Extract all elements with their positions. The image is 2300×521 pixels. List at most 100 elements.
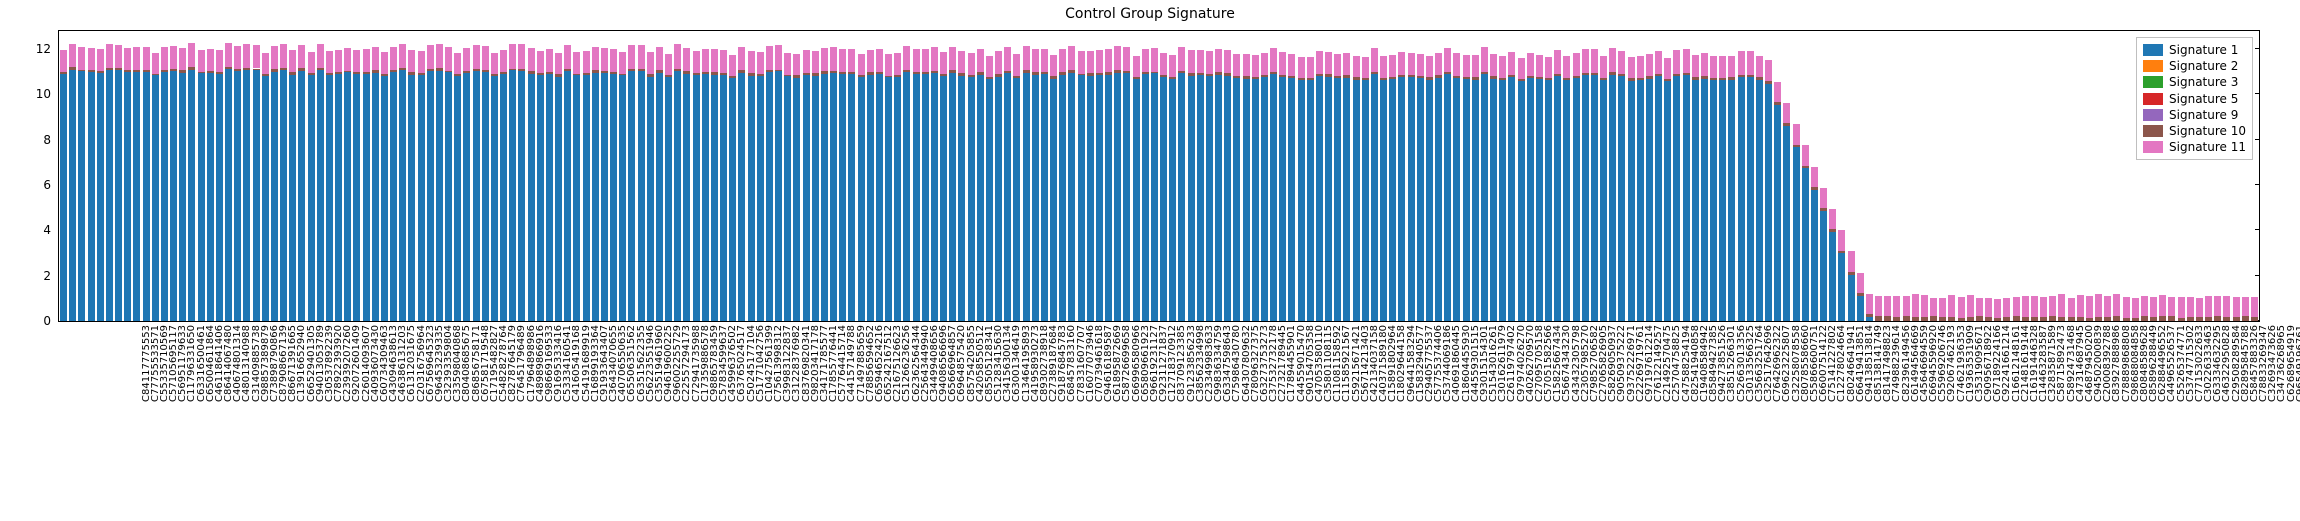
x-tick-label: C17894455901 bbox=[1286, 325, 1297, 402]
bar-segment bbox=[1728, 80, 1735, 321]
bar-segment bbox=[115, 70, 122, 321]
bar-segment bbox=[353, 50, 360, 72]
x-tick-label: C92241661214 bbox=[2001, 325, 2012, 402]
legend-item: Signature 1 bbox=[2143, 42, 2246, 58]
bar-segment bbox=[628, 45, 635, 69]
bar-segment bbox=[1151, 73, 1158, 321]
x-tick-label: C32517642696 bbox=[1763, 325, 1774, 402]
bar-segment bbox=[1417, 76, 1424, 78]
bar-segment bbox=[88, 48, 95, 71]
bar-segment bbox=[408, 72, 415, 75]
bar-segment bbox=[518, 44, 525, 68]
bar-segment bbox=[436, 68, 443, 71]
x-tick-label: C47053580110 bbox=[1314, 325, 1325, 402]
bar-segment bbox=[500, 50, 507, 72]
bar-segment bbox=[436, 44, 443, 68]
bar-segment bbox=[289, 72, 296, 75]
bar-segment bbox=[922, 49, 929, 72]
x-tick-label: C16077073946 bbox=[1085, 325, 1096, 402]
bar-segment bbox=[482, 70, 489, 72]
bar-segment bbox=[683, 71, 690, 74]
x-tick-label: C91933643407 bbox=[599, 325, 610, 402]
bar-segment bbox=[2132, 318, 2139, 321]
x-tick-label: C12718370912 bbox=[1167, 325, 1178, 402]
bar-segment bbox=[1628, 81, 1635, 321]
bar-segment bbox=[69, 70, 76, 321]
bar-segment bbox=[1838, 230, 1845, 250]
bar-segment bbox=[317, 68, 324, 70]
x-tick-label: C70739461618 bbox=[1094, 325, 1105, 402]
bar-segment bbox=[1948, 295, 1955, 317]
legend-label: Signature 3 bbox=[2169, 74, 2238, 90]
bar-segment bbox=[1646, 54, 1653, 76]
bar-segment bbox=[564, 45, 571, 69]
bar-segment bbox=[1820, 188, 1827, 208]
bar-segment bbox=[234, 46, 241, 69]
x-tick-label: C94619600225 bbox=[663, 325, 674, 402]
bar-segment bbox=[1353, 77, 1360, 80]
legend-label: Signature 10 bbox=[2169, 123, 2246, 139]
bar-segment bbox=[143, 47, 150, 70]
bar-segment bbox=[1719, 78, 1726, 80]
bar-segment bbox=[1967, 295, 1974, 317]
bar-segment bbox=[729, 78, 736, 321]
bar-segment bbox=[1499, 56, 1506, 78]
bar-segment bbox=[1628, 57, 1635, 78]
x-tick-label: C56223551946 bbox=[645, 325, 656, 402]
x-tick-label: C23939207260 bbox=[342, 325, 353, 402]
bar-segment bbox=[1032, 72, 1039, 75]
x-tick-label: C86671391665 bbox=[287, 325, 298, 402]
bar-segment bbox=[1408, 75, 1415, 77]
bar-segment bbox=[1765, 84, 1772, 321]
bar-segment bbox=[711, 75, 718, 321]
legend-swatch bbox=[2143, 109, 2163, 121]
x-tick-label: C40262709570 bbox=[1525, 325, 1536, 402]
bar-segment bbox=[1325, 77, 1332, 321]
x-tick-label: C76122149257 bbox=[1653, 325, 1664, 402]
bar-segment bbox=[903, 46, 910, 70]
bar-segment bbox=[720, 75, 727, 321]
bar-segment bbox=[968, 77, 975, 321]
legend-swatch bbox=[2143, 141, 2163, 153]
bar-segment bbox=[408, 75, 415, 321]
x-tick-label: C30537892239 bbox=[324, 325, 335, 402]
bar-segment bbox=[1728, 56, 1735, 78]
bar-segment bbox=[1591, 75, 1598, 321]
x-tick-label: C16612148161 bbox=[2011, 325, 2022, 402]
bar-segment bbox=[858, 54, 865, 75]
bar-segment bbox=[1096, 50, 1103, 73]
bar-segment bbox=[500, 72, 507, 74]
bar-segment bbox=[1738, 77, 1745, 321]
bar-segment bbox=[1783, 126, 1790, 321]
x-tick-label: C78922393920 bbox=[333, 325, 344, 402]
x-tick-label: C96549196761 bbox=[2295, 325, 2300, 402]
x-tick-label: C96441583294 bbox=[1406, 325, 1417, 402]
bar-segment bbox=[2068, 298, 2075, 317]
x-tick-label: C76426962322 bbox=[1772, 325, 1783, 402]
bar-segment bbox=[1710, 56, 1717, 78]
bar-segment bbox=[821, 71, 828, 73]
bar-segment bbox=[243, 44, 250, 68]
bar-segment bbox=[1389, 79, 1396, 321]
x-tick-label: C57051582566 bbox=[1543, 325, 1554, 402]
bar-segment bbox=[867, 50, 874, 73]
bar-segment bbox=[693, 73, 700, 75]
x-tick-label: C58457883326 bbox=[2249, 325, 2260, 402]
bar-segment bbox=[1389, 77, 1396, 79]
bar-segment bbox=[1426, 56, 1433, 77]
bar-segment bbox=[931, 47, 938, 71]
x-tick-label: C45996376502 bbox=[727, 325, 738, 402]
bar-segment bbox=[830, 47, 837, 71]
bar-segment bbox=[408, 50, 415, 72]
bar-segment bbox=[1563, 56, 1570, 78]
x-tick-label: C62362564344 bbox=[911, 325, 922, 402]
bar-segment bbox=[124, 48, 131, 71]
bar-segment bbox=[748, 73, 755, 75]
legend-item: Signature 2 bbox=[2143, 58, 2246, 74]
bar-segment bbox=[1398, 75, 1405, 77]
x-tick-label: C34171785577 bbox=[819, 325, 830, 402]
x-tick-label: C58726699658 bbox=[1121, 325, 1132, 402]
bar-segment bbox=[1325, 52, 1332, 75]
bar-segment bbox=[1481, 74, 1488, 321]
bar-segment bbox=[234, 71, 241, 321]
